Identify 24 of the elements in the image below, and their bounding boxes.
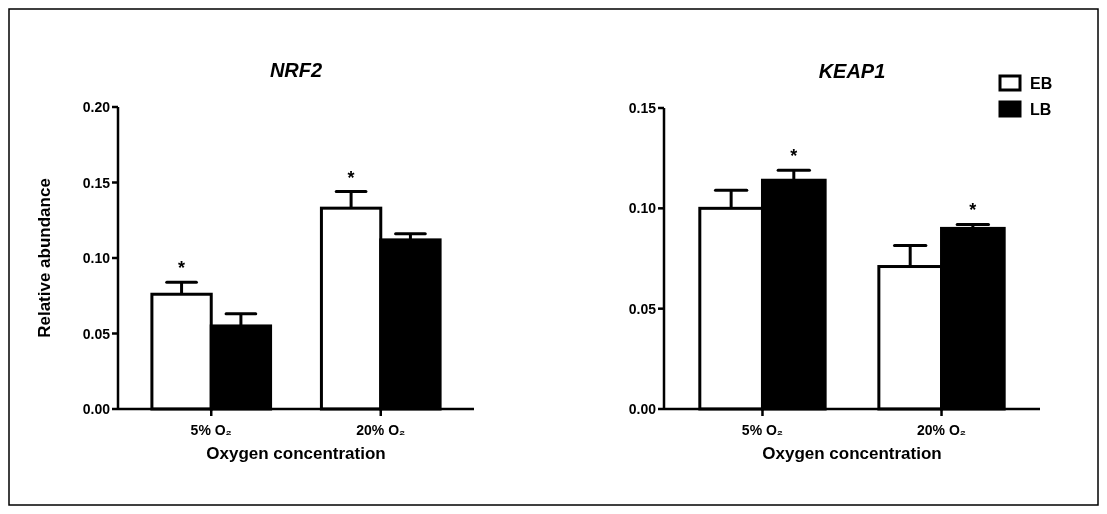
x-axis-title: Oxygen concentration	[206, 444, 386, 463]
legend-label: LB	[1030, 101, 1052, 118]
y-tick-label: 0.15	[82, 174, 111, 191]
y-tick-label: 0.00	[628, 401, 657, 417]
x-tick-label: 20% O₂	[356, 422, 406, 438]
y-tick-label: 0.00	[82, 401, 111, 417]
x-tick-label: 5% O₂	[741, 422, 784, 438]
annotation: *	[347, 167, 355, 188]
y-tick-label: 0.05	[82, 325, 111, 342]
y-tick-label: 0.05	[628, 300, 657, 317]
annotation: *	[790, 146, 798, 167]
annotation: *	[178, 258, 186, 279]
y-tick-label: 0.10	[628, 200, 657, 217]
y-axis-title: Relative abundance	[35, 178, 54, 338]
chart-title: KEAP1	[818, 60, 886, 82]
x-tick-label: 5% O₂	[190, 422, 232, 438]
annotation: *	[969, 200, 977, 221]
x-axis-title: Oxygen concentration	[762, 444, 942, 463]
x-tick-label: 20% O₂	[917, 422, 967, 438]
legend-label: EB	[1030, 75, 1053, 92]
y-tick-label: 0.10	[82, 250, 111, 266]
y-tick-label: 0.15	[628, 100, 657, 116]
y-tick-label: 0.20	[82, 99, 111, 115]
chart-title: NRF2	[269, 59, 323, 81]
